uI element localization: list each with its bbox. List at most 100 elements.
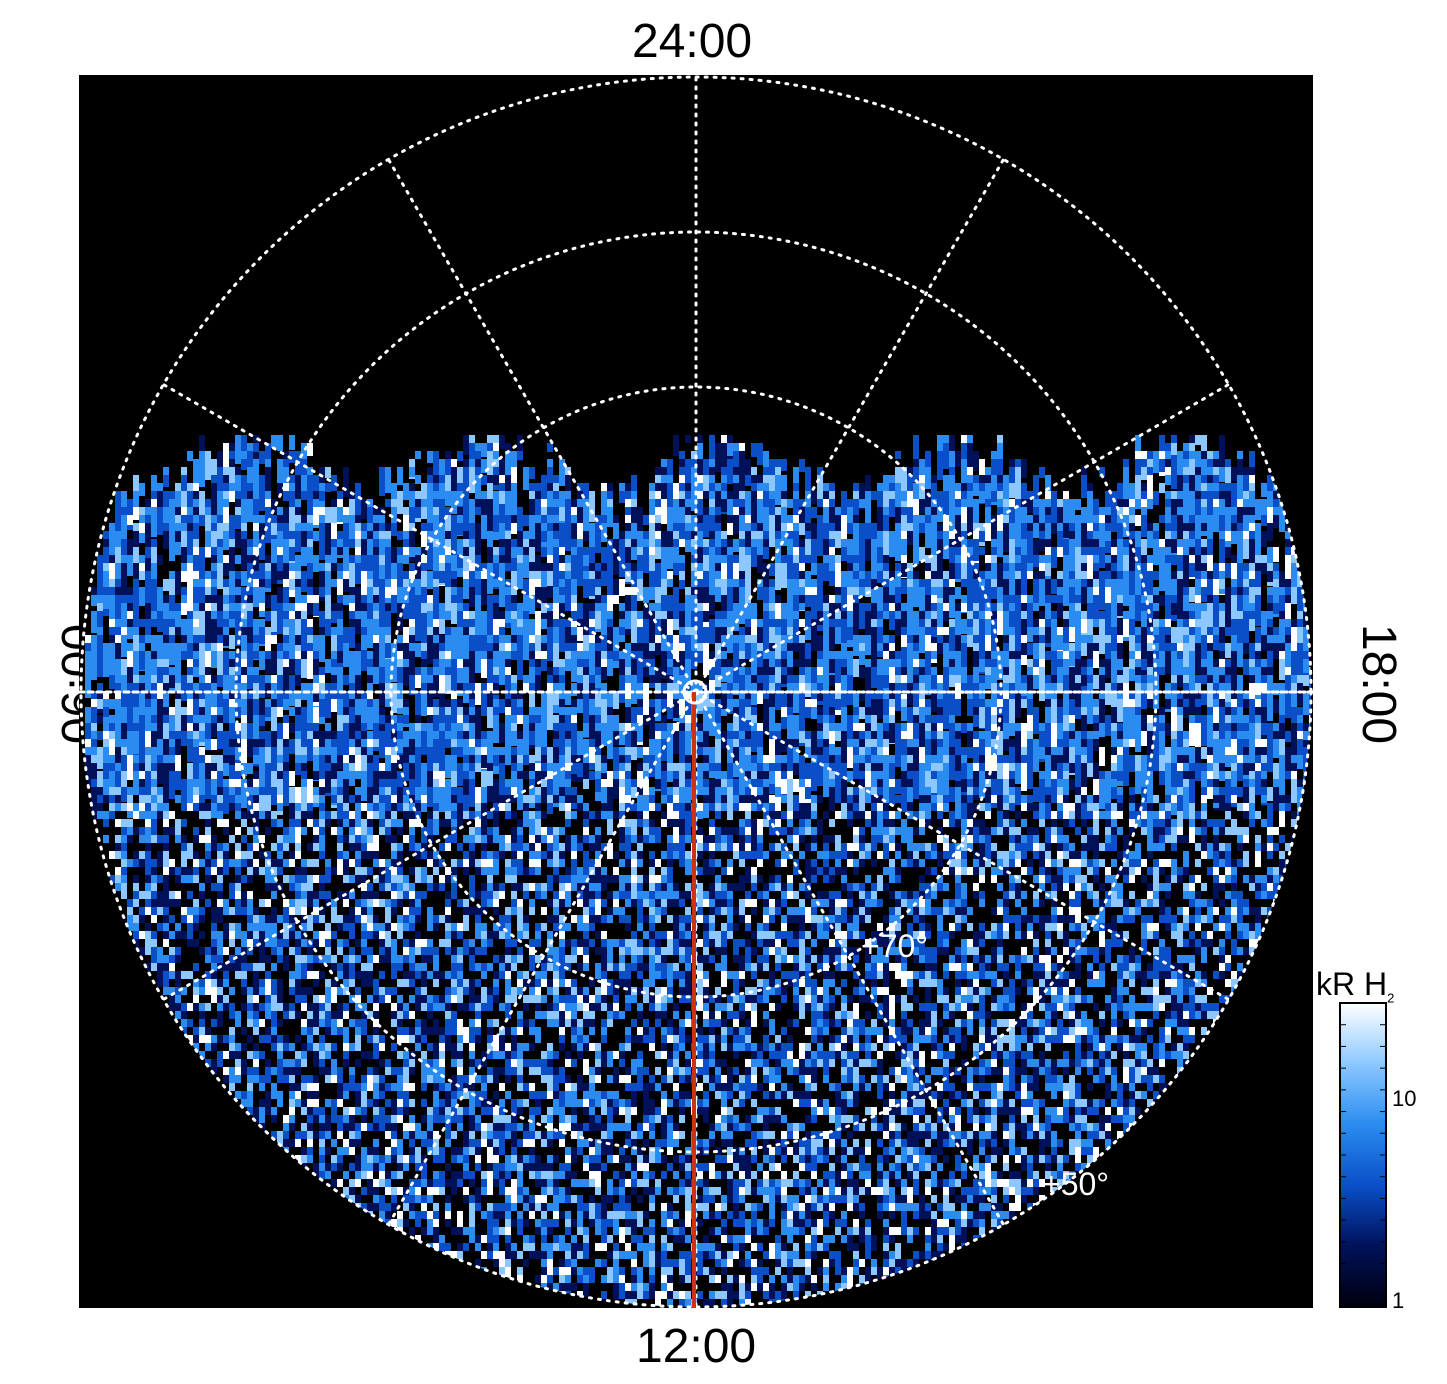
heat-cell: [961, 603, 967, 612]
heat-cell: [973, 451, 979, 471]
heat-cell: [511, 451, 517, 477]
heat-cell: [1171, 491, 1177, 505]
heat-cell: [349, 539, 355, 548]
heat-cell: [289, 483, 295, 493]
heat-cell: [1297, 627, 1303, 643]
heat-cell: [217, 651, 223, 659]
heat-cell: [775, 555, 781, 570]
heat-cell: [1039, 571, 1045, 579]
heat-cell: [493, 475, 499, 485]
heat-cell: [289, 507, 295, 540]
heat-cell: [451, 611, 457, 624]
heat-cell: [943, 451, 949, 460]
heat-cell: [679, 523, 685, 536]
heat-cell: [313, 531, 319, 541]
heat-cell: [223, 563, 229, 576]
heat-cell: [1183, 571, 1189, 582]
heat-cell: [199, 451, 205, 459]
heat-cell: [181, 547, 187, 565]
heat-cell: [1207, 603, 1213, 628]
heat-cell: [1201, 555, 1207, 566]
heat-cell: [697, 483, 703, 498]
heat-cell: [1027, 675, 1033, 692]
heat-cell: [403, 539, 409, 551]
heat-cell: [787, 667, 793, 675]
heat-cell: [793, 467, 799, 486]
heat-cell: [979, 547, 985, 555]
heat-cell: [97, 699, 103, 709]
heat-cell: [1267, 523, 1273, 541]
heat-cell: [199, 731, 205, 742]
heat-cell: [529, 635, 535, 644]
heat-cell: [91, 611, 97, 633]
heat-cell: [1147, 499, 1153, 509]
heat-cell: [733, 443, 739, 451]
heat-cell: [931, 651, 937, 659]
heat-cell: [1219, 515, 1225, 541]
heat-cell: [895, 483, 901, 508]
heat-cell: [931, 475, 937, 486]
heat-cell: [1165, 467, 1171, 477]
heat-cell: [1111, 491, 1117, 524]
heat-cell: [1159, 459, 1165, 472]
heat-cell: [973, 499, 979, 512]
heat-cell: [541, 547, 547, 557]
heat-cell: [697, 507, 703, 515]
heat-cell: [943, 515, 949, 544]
heat-cell: [421, 539, 427, 553]
heat-cell: [445, 715, 451, 723]
heat-cell: [607, 651, 613, 659]
heat-cell: [511, 547, 517, 558]
heat-cell: [721, 435, 727, 443]
heat-cell: [517, 435, 523, 461]
heat-cell: [1021, 523, 1027, 551]
heat-cell: [1087, 731, 1093, 740]
heat-cell: [733, 467, 739, 482]
heat-cell: [877, 491, 883, 502]
heat-cell: [199, 707, 205, 715]
heat-cell: [781, 515, 787, 529]
heat-cell: [1213, 635, 1219, 650]
heat-cell: [583, 603, 589, 612]
heat-cell: [403, 659, 409, 667]
heat-cell: [1045, 515, 1051, 527]
heat-cell: [433, 731, 439, 739]
heat-cell: [577, 699, 583, 713]
heat-cell: [1165, 635, 1171, 643]
heat-cell: [841, 699, 847, 707]
heat-cell: [1279, 739, 1285, 757]
heat-cell: [457, 555, 463, 568]
heat-cell: [583, 483, 589, 503]
heat-cell: [547, 587, 553, 598]
heat-cell: [337, 547, 343, 555]
heat-cell: [367, 515, 373, 530]
heat-cell: [1231, 555, 1237, 566]
heat-cell: [397, 699, 403, 708]
heat-cell: [763, 563, 769, 578]
heat-cell: [601, 723, 607, 746]
heat-cell: [877, 555, 883, 566]
heat-cell: [799, 459, 805, 472]
heat-cell: [1219, 531, 1225, 546]
heat-cell: [505, 459, 511, 490]
heat-cell: [631, 491, 637, 502]
heat-cell: [727, 459, 733, 467]
heat-cell: [127, 499, 133, 530]
heat-cell: [91, 595, 97, 606]
heat-cell: [673, 587, 679, 619]
heat-cell: [709, 467, 715, 476]
heat-cell: [913, 483, 919, 503]
heat-cell: [277, 507, 283, 519]
heat-cell: [271, 571, 277, 584]
heat-cell: [1045, 563, 1051, 576]
heat-cell: [157, 667, 163, 684]
heat-cell: [859, 707, 865, 719]
heat-cell: [145, 563, 151, 576]
heat-cell: [877, 571, 883, 583]
heat-cell: [1063, 555, 1069, 576]
heat-cell: [1201, 587, 1207, 602]
heat-cell: [967, 507, 973, 535]
heat-cell: [973, 523, 979, 532]
heat-cell: [721, 499, 727, 512]
heat-cell: [1267, 739, 1273, 772]
